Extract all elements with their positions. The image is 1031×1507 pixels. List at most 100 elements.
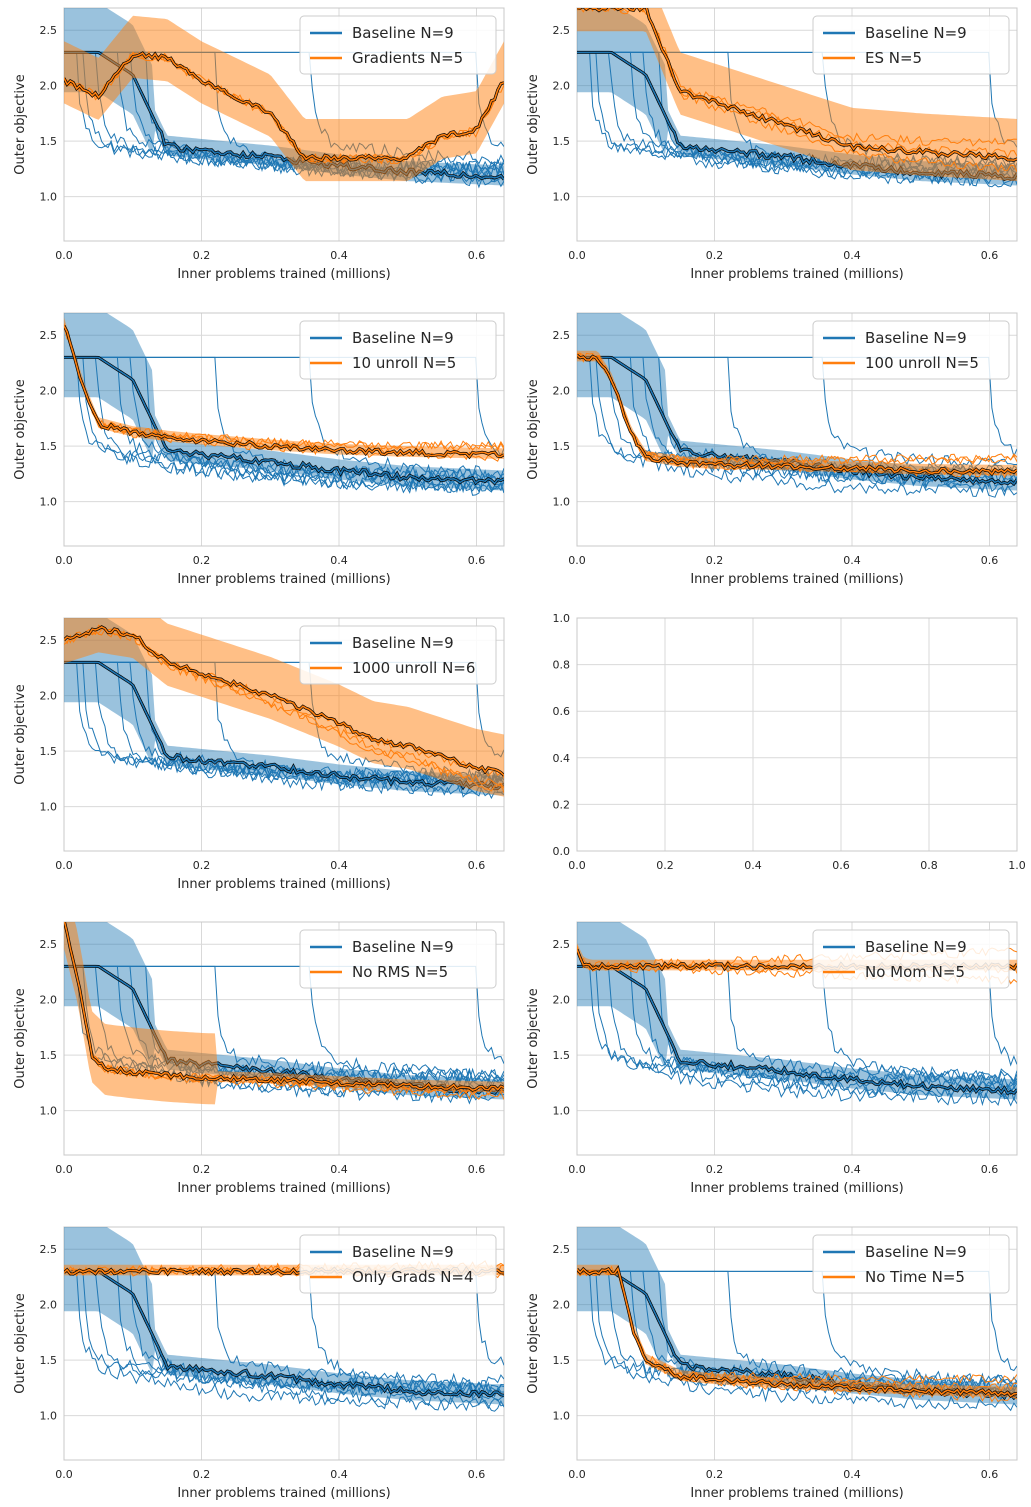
x-tick-label: 1.0 — [1008, 859, 1026, 872]
legend-box — [299, 1234, 497, 1294]
legend-label: Baseline N=9 — [865, 1243, 967, 1261]
plot-area — [577, 1227, 1017, 1412]
baseline-band — [64, 618, 504, 796]
y-tick-label: 2.0 — [40, 385, 58, 398]
x-tick-label: 0.4 — [843, 554, 861, 567]
y-tick-label: 0.6 — [553, 705, 571, 718]
y-tick-label: 1.5 — [40, 135, 58, 148]
x-tick-label: 0.0 — [55, 554, 73, 567]
y-tick-label: 2.5 — [553, 24, 571, 37]
x-tick-label: 0.4 — [330, 859, 348, 872]
y-tick-label: 1.5 — [40, 440, 58, 453]
x-tick-label: 0.2 — [193, 859, 211, 872]
x-axis-label: Inner problems trained (millions) — [177, 877, 390, 892]
legend-box — [812, 320, 1010, 380]
baseline-band — [577, 922, 1017, 1100]
y-tick-label: 1.0 — [553, 496, 571, 509]
x-tick-label: 0.6 — [981, 554, 999, 567]
baseline-run-line — [64, 661, 504, 789]
x-tick-label: 0.6 — [468, 859, 486, 872]
legend-box — [299, 625, 497, 685]
y-tick-label: 2.5 — [40, 1243, 58, 1256]
legend: Baseline N=9 Only Grads N=4 — [299, 1234, 497, 1294]
legend: Baseline N=9 No Mom N=5 — [812, 929, 1010, 989]
legend-label: Baseline N=9 — [352, 938, 454, 956]
x-tick-label: 0.0 — [568, 1468, 586, 1481]
y-axis-label: Outer objective — [526, 379, 541, 479]
axes-frame — [576, 617, 1018, 852]
legend-label: No Mom N=5 — [865, 963, 965, 981]
baseline-run-line — [64, 1270, 504, 1412]
legend-box — [812, 929, 1010, 989]
baseline-mean-line — [64, 356, 504, 485]
variant-mean-line — [64, 922, 504, 1092]
y-axis-label: Outer objective — [526, 988, 541, 1088]
panel-8: 0.0 0.2 0.4 0.6 1.0 1.5 2.0 2.5 Inner problems t… — [526, 921, 1018, 1196]
legend: Baseline N=9 100 unroll N=5 — [812, 320, 1010, 380]
x-axis-label: Inner problems trained (millions) — [690, 572, 903, 587]
axes-frame — [576, 1226, 1018, 1461]
y-axis-label: Outer objective — [526, 74, 541, 174]
x-tick-label: 0.6 — [468, 249, 486, 262]
y-tick-label: 2.5 — [40, 634, 58, 647]
legend-label: ES N=5 — [865, 49, 922, 67]
y-tick-label: 2.0 — [553, 80, 571, 93]
y-tick-label: 2.0 — [40, 994, 58, 1007]
variant-run-line — [64, 626, 504, 789]
variant-mean-line — [577, 354, 1017, 476]
plot-area — [577, 922, 1017, 1107]
baseline-run-line — [64, 51, 504, 183]
x-tick-label: 0.0 — [568, 249, 586, 262]
x-tick-label: 0.0 — [55, 859, 73, 872]
legend-box — [812, 15, 1010, 75]
variant-band — [64, 15, 504, 182]
y-tick-label: 1.0 — [40, 1105, 58, 1118]
x-tick-label: 0.4 — [330, 1163, 348, 1176]
legend: Baseline N=9 Gradients N=5 — [299, 15, 497, 75]
legend-label: Baseline N=9 — [352, 1243, 454, 1261]
x-tick-label: 0.2 — [706, 1468, 724, 1481]
x-tick-label: 0.2 — [193, 1468, 211, 1481]
y-tick-label: 0.2 — [553, 798, 571, 811]
y-tick-label: 1.5 — [40, 1049, 58, 1062]
y-tick-label: 1.0 — [40, 496, 58, 509]
y-tick-label: 1.0 — [553, 1105, 571, 1118]
baseline-run-line — [577, 356, 1017, 484]
x-tick-label: 0.0 — [568, 1163, 586, 1176]
y-tick-label: 1.5 — [553, 135, 571, 148]
legend-label: Baseline N=9 — [352, 24, 454, 42]
y-tick-label: 2.5 — [553, 1243, 571, 1256]
y-tick-label: 1.5 — [553, 1049, 571, 1062]
x-tick-label: 0.0 — [55, 1468, 73, 1481]
y-tick-label: 2.5 — [553, 329, 571, 342]
legend-label: 10 unroll N=5 — [352, 354, 456, 372]
panel-1: 0.0 0.2 0.4 0.6 1.0 1.5 2.0 2.5 Inner problems t… — [13, 7, 505, 282]
axes-frame — [63, 7, 505, 242]
axes-frame — [63, 1226, 505, 1461]
x-tick-label: 0.0 — [568, 859, 586, 872]
plot-area — [64, 922, 504, 1105]
panel-4: 0.0 0.2 0.4 0.6 1.0 1.5 2.0 2.5 Inner problems t… — [526, 312, 1018, 587]
x-tick-label: 0.6 — [468, 1468, 486, 1481]
x-axis-label: Inner problems trained (millions) — [177, 572, 390, 587]
variant-mean-line — [64, 625, 504, 776]
baseline-band — [577, 1227, 1017, 1405]
panel-7: 0.0 0.2 0.4 0.6 1.0 1.5 2.0 2.5 Inner problems t… — [13, 921, 505, 1196]
x-tick-label: 0.2 — [706, 554, 724, 567]
panel-10: 0.0 0.2 0.4 0.6 1.0 1.5 2.0 2.5 Inner problems t… — [526, 1226, 1018, 1501]
y-tick-label: 1.5 — [553, 440, 571, 453]
legend-box — [299, 929, 497, 989]
legend-label: Only Grads N=4 — [352, 1268, 474, 1286]
y-tick-label: 1.0 — [40, 1410, 58, 1423]
x-tick-label: 0.0 — [55, 249, 73, 262]
baseline-run-line — [577, 965, 1017, 1092]
x-tick-label: 0.0 — [568, 554, 586, 567]
legend-label: Gradients N=5 — [352, 49, 463, 67]
x-tick-label: 0.2 — [656, 859, 674, 872]
baseline-mean-line — [64, 661, 504, 790]
y-tick-label: 0.0 — [553, 845, 571, 858]
baseline-band — [64, 1227, 504, 1405]
legend-label: Baseline N=9 — [865, 938, 967, 956]
x-tick-label: 0.2 — [193, 1163, 211, 1176]
